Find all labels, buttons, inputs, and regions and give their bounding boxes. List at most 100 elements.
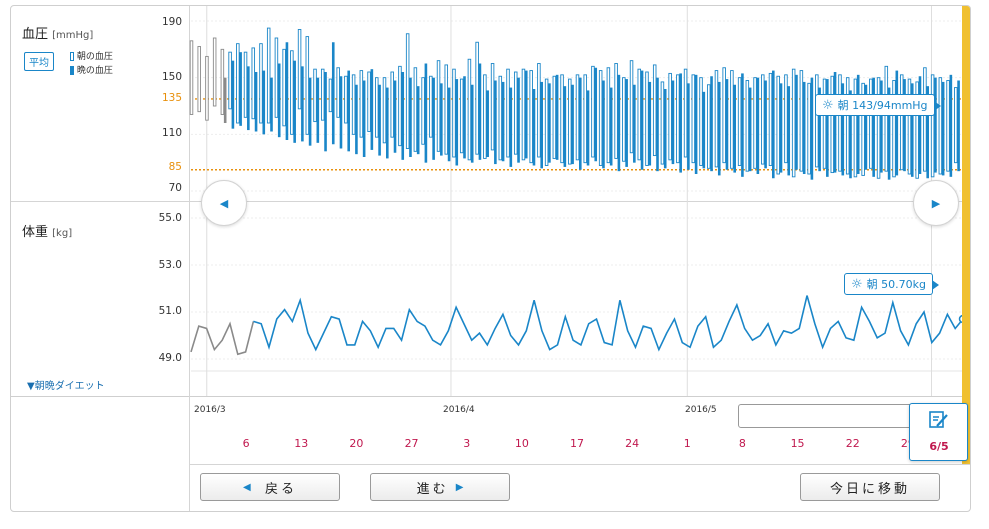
weight-title: 体重 [kg] [22, 221, 72, 240]
panel-divider [11, 201, 970, 202]
bp-evening-bar [231, 60, 235, 129]
prev-period-button[interactable]: ◀ [201, 180, 247, 226]
bp-evening-bar [586, 90, 590, 166]
bp-evening-bar [934, 77, 937, 173]
bp-evening-bar [957, 80, 960, 172]
next-period-button[interactable]: ▶ [913, 180, 959, 226]
bp-morning-bar [722, 67, 726, 164]
memo-input[interactable] [738, 404, 914, 428]
bp-evening-bar [949, 74, 953, 177]
bp-morning-bar [583, 74, 587, 164]
bp-evening-bar [733, 84, 736, 173]
day-label: 27 [404, 437, 419, 450]
forward-button[interactable]: 進む ▶ [370, 473, 510, 501]
today-date-label: 6/5 [929, 440, 949, 453]
bp-evening-bar [285, 42, 289, 140]
bp-morning-bar [297, 29, 302, 110]
bp-morning-bar [351, 74, 356, 135]
bp-evening-bar [254, 72, 258, 132]
day-label: 20 [349, 437, 364, 450]
bp-morning-bar [807, 82, 811, 175]
bp-morning-bar [544, 78, 549, 166]
bp-evening-bar [223, 77, 227, 123]
right-arrow-icon: ▶ [455, 481, 464, 493]
bp-evening-bar [540, 81, 543, 169]
bp-title: 血圧 [mmHg] [22, 23, 93, 42]
forward-button-label: 進む [416, 481, 449, 497]
bp-evening-bar [818, 87, 821, 172]
sun-icon: ☼ [851, 276, 863, 292]
legend-morning-swatch [70, 52, 74, 61]
bp-evening-bar [841, 83, 845, 176]
bp-morning-bar [382, 77, 387, 144]
bp-evening-bar [501, 81, 505, 162]
bp-evening-bar [401, 72, 405, 160]
avg-badge[interactable]: 平均 [24, 52, 54, 71]
bp-morning-bar [560, 74, 564, 164]
bp-evening-bar [717, 81, 721, 176]
day-label: 3 [463, 437, 471, 450]
left-arrow-icon: ◀ [243, 481, 251, 493]
bp-morning-bar [506, 68, 510, 158]
bp-evening-bar [918, 76, 922, 174]
bp-evening-bar [656, 77, 659, 172]
bp-evening-bar [548, 83, 551, 163]
bp-morning-bar [668, 72, 672, 161]
bp-morning-bar [784, 74, 788, 164]
today-date-cell[interactable]: 6/5 [909, 403, 968, 461]
bp-evening-bar [826, 79, 829, 177]
bp-evening-bar [772, 70, 775, 179]
bp-evening-bar [247, 66, 250, 131]
bp-evening-bar [331, 42, 335, 145]
bp-morning-bar [930, 74, 935, 178]
bp-morning-bar [714, 70, 719, 168]
sun-icon: ☼ [822, 97, 834, 113]
bp-evening-bar [648, 81, 652, 166]
bp-morning-bar [452, 68, 456, 158]
day-label: 1 [683, 437, 691, 450]
bp-morning-bar [899, 74, 904, 171]
bp-evening-bar [370, 69, 374, 150]
day-label: 8 [738, 437, 746, 450]
bp-morning-bar [490, 63, 495, 151]
bp-morning-bar [305, 36, 310, 135]
legend-evening-swatch [70, 66, 74, 75]
bp-evening-bar [432, 77, 435, 160]
bp-morning-bar [274, 37, 279, 118]
bp-evening-bar [579, 77, 582, 170]
date-left-divider [189, 396, 190, 511]
bp-evening-bar [741, 73, 744, 177]
bp-morning-bar [622, 77, 626, 162]
back-button[interactable]: ◀ 戻る [200, 473, 340, 501]
memo-edit-icon[interactable] [928, 410, 950, 430]
bp-evening-bar [347, 70, 350, 152]
bp-unit: [mmHg] [52, 30, 94, 41]
bp-evening-bar [679, 73, 682, 173]
bp-evening-bar [625, 79, 628, 167]
bp-morning-bar [761, 74, 765, 165]
day-label: 17 [570, 437, 584, 450]
today-button[interactable]: 今日に移動 [800, 473, 940, 501]
bp-morning-bar [799, 70, 804, 172]
bp-morning-bar [699, 77, 703, 166]
button-row-divider [189, 464, 970, 465]
bp-ytick-85: 85 [168, 161, 182, 173]
bp-morning-bar [838, 74, 842, 172]
bp-morning-bar [467, 58, 472, 161]
bp-evening-bar [393, 80, 397, 153]
bp-morning-bar [344, 75, 348, 124]
bp-tooltip-text: 朝 143/94mmHg [837, 99, 928, 112]
bp-morning-bar [367, 71, 371, 132]
legend-morning-label: 朝の血圧 [76, 52, 113, 62]
weight-title-text: 体重 [22, 225, 49, 240]
wt-ytick-55: 55.0 [158, 212, 182, 224]
weight-unit: [kg] [52, 228, 73, 239]
chart-area [189, 6, 968, 396]
bp-morning-bar [892, 80, 896, 178]
bp-evening-bar [748, 87, 752, 172]
bp-morning-bar [923, 67, 927, 172]
bp-morning-bar [320, 68, 325, 121]
diet-dropdown[interactable]: ▼朝晩ダイエット [27, 381, 105, 392]
bp-ytick-135: 135 [161, 92, 182, 104]
bp-evening-bar [486, 90, 489, 157]
